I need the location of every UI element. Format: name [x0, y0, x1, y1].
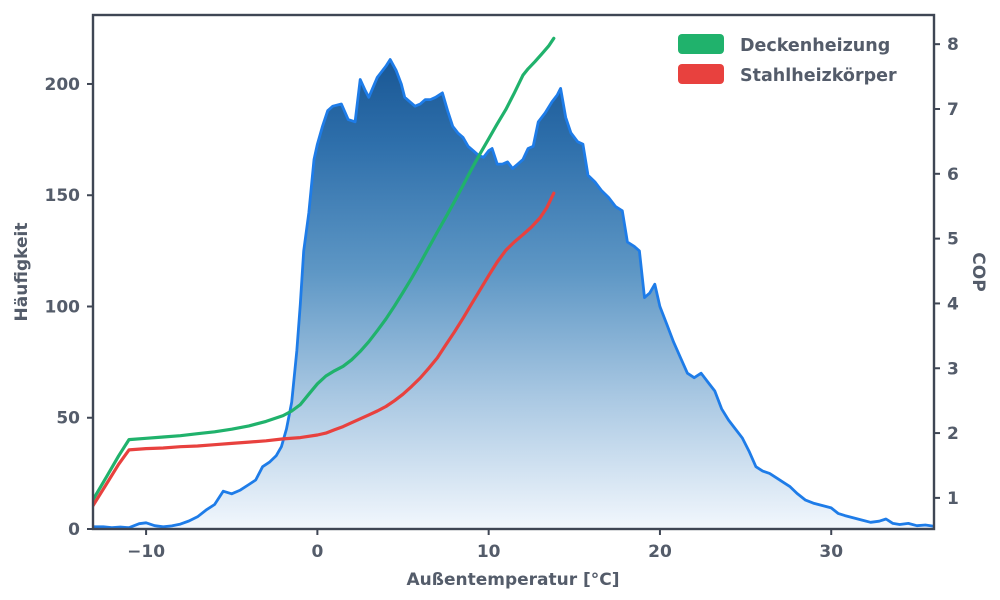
- y-axis-right-label: COP: [968, 252, 988, 291]
- frequency-area-fill: [93, 59, 934, 529]
- x-tick-label: 10: [477, 542, 501, 562]
- legend-swatch-deckenheizung: [678, 34, 724, 54]
- series-layer: [93, 36, 934, 529]
- legend: Deckenheizung Stahlheizkörper: [678, 34, 897, 86]
- y-right-tick-label: 3: [947, 359, 959, 379]
- legend-label-deckenheizung: Deckenheizung: [740, 36, 890, 56]
- y-right-tick-label: 7: [947, 100, 959, 120]
- y-right-tick-label: 1: [947, 489, 959, 509]
- legend-label-stahlheizkoerper: Stahlheizkörper: [740, 66, 897, 86]
- legend-swatch-stahlheizkoerper: [678, 64, 724, 84]
- x-tick-label: 0: [311, 542, 323, 562]
- x-axis: −10 0 10 20 30: [127, 529, 843, 562]
- x-tick-label: −10: [127, 542, 165, 562]
- y-left-tick-label: 100: [45, 297, 81, 317]
- y-left-tick-label: 150: [45, 186, 81, 206]
- stahlheizkoerper-cop-line: [93, 191, 556, 508]
- y-right-tick-label: 2: [947, 424, 959, 444]
- y-axis-right: 1 2 3 4 5 6 7 8: [934, 35, 959, 509]
- y-axis-left-label: Häufigkeit: [12, 223, 32, 322]
- y-right-tick-label: 4: [947, 294, 959, 314]
- y-right-tick-label: 5: [947, 230, 959, 250]
- y-left-tick-label: 50: [56, 409, 80, 429]
- x-tick-label: 20: [648, 542, 672, 562]
- deckenheizung-cop-line: [93, 36, 556, 502]
- x-axis-label: Außentemperatur [°C]: [406, 570, 619, 590]
- y-right-tick-label: 6: [947, 165, 959, 185]
- y-right-tick-label: 8: [947, 35, 959, 55]
- y-left-tick-label: 0: [68, 520, 80, 540]
- axes-frame: [91, 13, 936, 531]
- y-axis-left: 0 50 100 150 200: [45, 75, 93, 540]
- y-left-tick-label: 200: [45, 75, 81, 95]
- frequency-area-outline: [93, 58, 934, 529]
- x-tick-label: 30: [819, 542, 843, 562]
